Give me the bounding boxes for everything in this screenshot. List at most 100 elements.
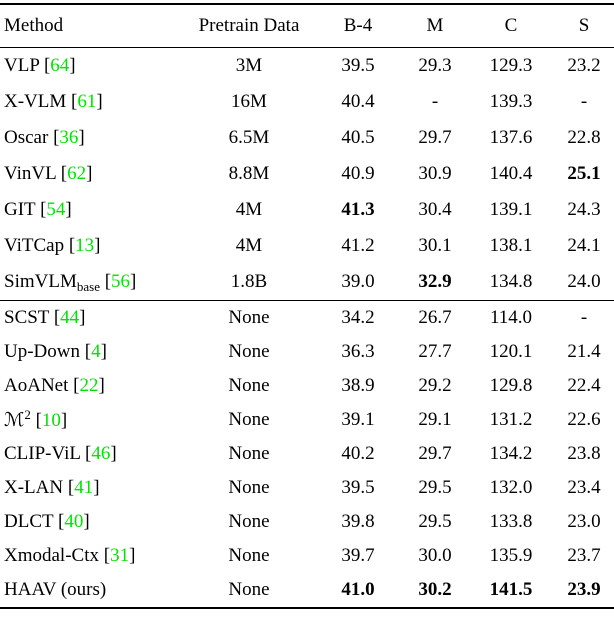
b4-cell: 40.4: [341, 91, 375, 112]
citation-link[interactable]: 44: [60, 307, 80, 328]
table-row: Up-Down [4] None 36.3 27.7 120.1 21.4: [0, 335, 614, 369]
meteor-cell: 30.2: [418, 579, 452, 600]
citation-ref: [36]: [48, 127, 85, 148]
meteor-cell: 26.7: [402, 300, 468, 335]
header-method: Method: [0, 4, 184, 48]
spice-cell: 22.6: [567, 409, 601, 430]
header-b4: B-4: [314, 4, 402, 48]
citation-ref: [41]: [63, 477, 100, 498]
header-pretrain-data: Pretrain Data: [184, 4, 314, 48]
method-cell: CLIP-ViL [46]: [0, 437, 184, 471]
table-row: ViTCap [13] 4M 41.2 30.1 138.1 24.1: [0, 228, 614, 264]
citation-link[interactable]: 61: [77, 91, 97, 112]
pretrain-data-cell: None: [228, 477, 270, 498]
meteor-cell: 30.4: [418, 199, 452, 220]
citation-link[interactable]: 54: [46, 199, 66, 220]
citation-link[interactable]: 4: [91, 341, 101, 362]
citation-link[interactable]: 62: [67, 163, 87, 184]
method-cell: GIT [54]: [0, 192, 184, 228]
meteor-cell: 30.0: [418, 545, 452, 566]
b4-cell: 39.8: [341, 511, 375, 532]
cider-cell: 129.3: [489, 55, 533, 76]
method-name: AoANet: [4, 375, 69, 396]
meteor-cell: 29.7: [418, 443, 452, 464]
method-name: VLP: [4, 55, 40, 76]
cider-cell: 114.0: [468, 300, 554, 335]
cider-cell: 134.8: [489, 271, 533, 292]
citation-link[interactable]: 64: [50, 55, 70, 76]
method-cell: Up-Down [4]: [0, 335, 184, 369]
method-name: SCST: [4, 307, 50, 328]
b4-cell: 39.1: [341, 409, 375, 430]
citation-ref: [13]: [64, 235, 101, 256]
meteor-cell: 29.2: [418, 375, 452, 396]
pretrain-data-cell: 3M: [235, 55, 263, 76]
citation-link[interactable]: 41: [74, 477, 94, 498]
method-cell: VinVL [62]: [0, 156, 184, 192]
citation-ref: [31]: [99, 545, 136, 566]
method-cell: HAAV (ours): [0, 573, 184, 608]
citation-ref: [44]: [49, 307, 86, 328]
method-superscript: 2: [24, 406, 31, 422]
header-spice: S: [554, 4, 614, 48]
pretrain-data-cell: 16M: [231, 91, 267, 112]
b4-cell: 38.9: [341, 375, 375, 396]
meteor-cell: 32.9: [418, 271, 452, 292]
pretrain-data-cell: None: [228, 341, 270, 362]
citation-link[interactable]: 56: [111, 271, 131, 292]
method-cell: SimVLMbase [56]: [0, 264, 184, 301]
cider-cell: 131.2: [489, 409, 533, 430]
spice-cell: 23.9: [567, 579, 601, 600]
citation-link[interactable]: 40: [64, 511, 84, 532]
pretrain-data-cell: None: [228, 443, 270, 464]
table-row: AoANet [22] None 38.9 29.2 129.8 22.4: [0, 369, 614, 403]
cider-cell: 138.1: [489, 235, 533, 256]
pretrain-data-cell: None: [228, 511, 270, 532]
table-row: DLCT [40] None 39.8 29.5 133.8 23.0: [0, 505, 614, 539]
table-row: SCST [44] None 34.2 26.7 114.0-: [0, 300, 614, 335]
meteor-cell: 29.5: [418, 477, 452, 498]
table-header: Method Pretrain Data B-4 M C S: [0, 4, 614, 48]
meteor-cell: 30.1: [418, 235, 452, 256]
spice-cell: 22.8: [567, 127, 601, 148]
method-cell: VLP [64]: [0, 48, 184, 85]
table-row: GIT [54] 4M 41.3 30.4 139.1 24.3: [0, 192, 614, 228]
citation-link[interactable]: 22: [79, 375, 99, 396]
b4-cell: 39.5: [341, 477, 375, 498]
citation-ref: [22]: [68, 375, 105, 396]
no-pretrain-methods-section: SCST [44] None 34.2 26.7 114.0- Up-Down [4] No…: [0, 300, 614, 609]
method-cell: X-LAN [41]: [0, 471, 184, 505]
pretrain-data-cell: 1.8B: [230, 271, 268, 292]
citation-link[interactable]: 36: [59, 127, 79, 148]
header-meteor: M: [402, 4, 468, 48]
method-cell: DLCT [40]: [0, 505, 184, 539]
header-cider: C: [468, 4, 554, 48]
b4-cell: 39.5: [341, 55, 375, 76]
citation-link[interactable]: 13: [75, 235, 95, 256]
b4-cell: 40.9: [341, 163, 375, 184]
pretrain-data-cell: None: [228, 375, 270, 396]
header-row: Method Pretrain Data B-4 M C S: [0, 4, 614, 48]
citation-link[interactable]: 10: [41, 409, 61, 431]
pretrain-data-cell: None: [228, 579, 270, 600]
citation-link[interactable]: 46: [91, 443, 111, 464]
citation-ref: [64]: [39, 55, 76, 76]
citation-ref: [46]: [80, 443, 117, 464]
spice-cell: 23.4: [567, 477, 601, 498]
method-subscript: base: [76, 279, 100, 294]
table-row: VinVL [62] 8.8M 40.9 30.9 140.4 25.1: [0, 156, 614, 192]
results-table: Method Pretrain Data B-4 M C S VLP [64] 3…: [0, 3, 614, 609]
pretrained-methods-section: VLP [64] 3M 39.5 29.3 129.3 23.2 X-VLM [61] 16M…: [0, 48, 614, 301]
citation-link[interactable]: 31: [110, 545, 130, 566]
table-row: SimVLMbase [56] 1.8B 39.0 32.9 134.8 24.0: [0, 264, 614, 301]
meteor-cell: 27.7: [418, 341, 452, 362]
method-name: DLCT: [4, 511, 54, 532]
pretrain-data-cell: 6.5M: [228, 127, 270, 148]
method-name: X-LAN: [4, 477, 64, 498]
citation-ref: [40]: [53, 511, 90, 532]
spice-cell: 24.3: [567, 199, 601, 220]
method-cell: X-VLM [61]: [0, 84, 184, 120]
spice-cell: 22.4: [567, 375, 601, 396]
pretrain-data-cell: None: [228, 409, 270, 430]
b4-cell: 41.2: [341, 235, 375, 256]
